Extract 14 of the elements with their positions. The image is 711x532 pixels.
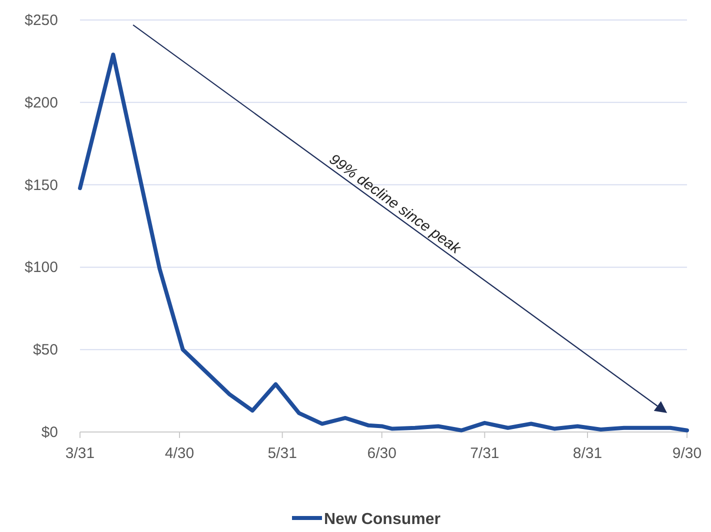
x-tick-label: 9/30 [672,445,702,462]
y-tick-label: $250 [24,12,58,29]
x-tick-label: 7/31 [470,445,500,462]
y-tick-label: $100 [24,259,58,276]
y-tick-label: $0 [41,424,58,441]
y-tick-label: $150 [24,176,58,194]
x-tick-label: 4/30 [164,445,194,462]
x-tick-label: 3/31 [65,445,95,462]
x-tick-label: 5/31 [268,445,297,462]
legend-label: New Consumer [324,511,440,528]
y-tick-label: $200 [24,94,58,112]
x-tick-label: 8/31 [572,445,602,462]
y-tick-label: $50 [32,342,58,359]
x-tick-label: 6/30 [367,445,396,462]
